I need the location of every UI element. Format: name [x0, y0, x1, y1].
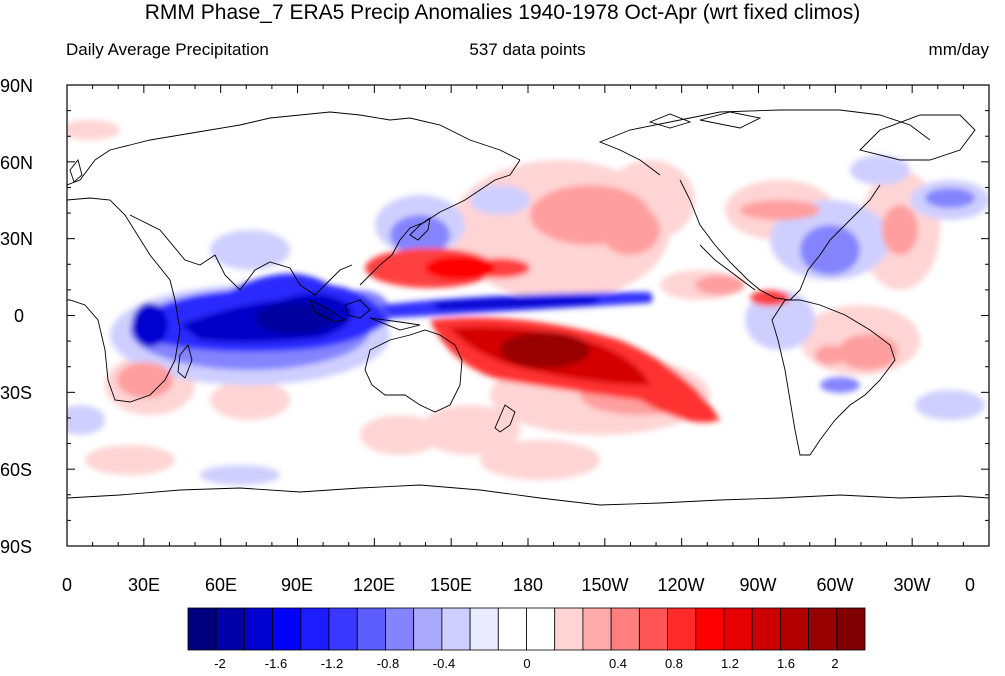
lon-label-120w: 120W [657, 575, 705, 595]
colorbar-swatch [582, 607, 612, 651]
colorbar-label: -2 [214, 656, 226, 671]
lon-label-150e: 150E [429, 575, 473, 595]
colorbar-label: 2 [831, 656, 839, 671]
lon-label-60w: 60W [816, 575, 854, 595]
coastlines [67, 109, 989, 506]
lon-label-180: 180 [512, 575, 544, 595]
colorbar-label: -0.8 [376, 656, 400, 671]
lon-label-30w: 30W [893, 575, 931, 595]
lat-label-90n: 90N [0, 76, 34, 96]
lon-label-90e: 90E [280, 575, 314, 595]
colorbar-label: -1.2 [320, 656, 344, 671]
colorbar-swatch [300, 607, 330, 651]
map-title: RMM Phase_7 ERA5 Precip Anomalies 1940-1… [144, 1, 861, 24]
lat-label-30n: 30N [0, 229, 34, 249]
lat-label-30s: 30S [0, 383, 33, 403]
lat-label-60s: 60S [0, 460, 33, 480]
lon-label-60e: 60E [204, 575, 238, 595]
lat-label-60n: 60N [0, 153, 34, 173]
lat-label-90s: 90S [0, 537, 33, 557]
colorbar-swatch [469, 607, 499, 651]
colorbar-label: 0.4 [608, 656, 628, 671]
colorbar-label: -0.4 [432, 656, 456, 671]
lon-label-0-east: 0 [964, 575, 975, 595]
colorbar [187, 607, 866, 651]
colorbar-label: -1.6 [264, 656, 288, 671]
anomaly-field [67, 120, 989, 485]
colorbar-swatch [215, 607, 245, 651]
colorbar-swatch [610, 607, 640, 651]
lon-label-150w: 150W [581, 575, 629, 595]
colorbar-swatch [751, 607, 781, 651]
colorbar-swatch [356, 607, 386, 651]
colorbar-label: 1.2 [720, 656, 740, 671]
colorbar-swatch [328, 607, 358, 651]
colorbar-swatch [695, 607, 725, 651]
lon-label-0: 0 [61, 575, 72, 595]
variable-label: Daily Average Precipitation [66, 40, 269, 59]
colorbar-swatch [836, 607, 866, 651]
colorbar-swatch [526, 607, 556, 651]
colorbar-swatch [723, 607, 753, 651]
colorbar-swatch [638, 607, 668, 651]
lon-label-120e: 120E [352, 575, 396, 595]
data-points-label: 537 data points [469, 40, 586, 59]
colorbar-swatch [244, 607, 274, 651]
lat-label-eq: 0 [14, 306, 25, 326]
lon-label-90w: 90W [739, 575, 777, 595]
colorbar-swatch [779, 607, 809, 651]
axis-ticks [66, 84, 990, 547]
colorbar-swatch [808, 607, 838, 651]
colorbar-swatch [554, 607, 584, 651]
colorbar-label: 0 [523, 656, 531, 671]
colorbar-swatch [441, 607, 471, 651]
colorbar-swatch [667, 607, 697, 651]
colorbar-swatch [385, 607, 415, 651]
colorbar-swatch [497, 607, 527, 651]
colorbar-label: 1.6 [776, 656, 796, 671]
colorbar-swatch [272, 607, 302, 651]
units-label: mm/day [928, 40, 989, 59]
lon-label-30e: 30E [127, 575, 161, 595]
colorbar-swatch [187, 607, 217, 651]
colorbar-label: 0.8 [664, 656, 684, 671]
colorbar-swatch [413, 607, 443, 651]
